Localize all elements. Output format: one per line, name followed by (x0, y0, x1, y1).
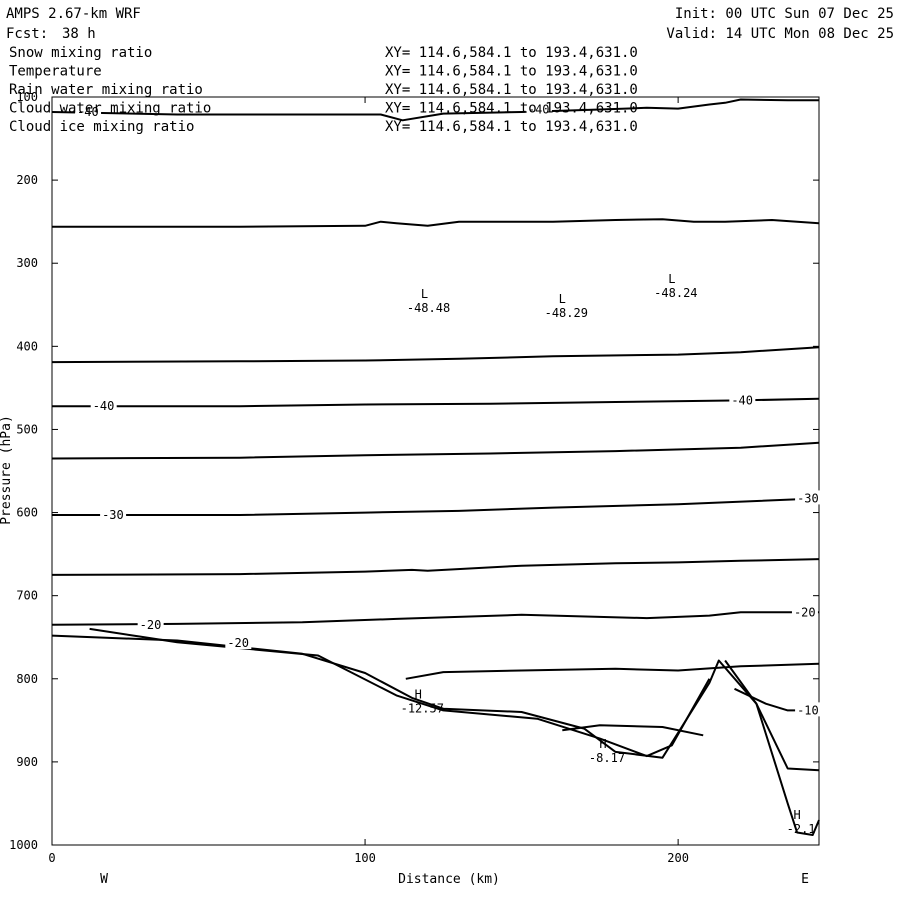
temperature-contour (405, 662, 820, 680)
extremum-value: -48.24 (654, 286, 697, 300)
contour-label-bg (795, 702, 822, 717)
y-tick-label: 700 (16, 589, 38, 603)
contour-label: -20 (140, 618, 162, 632)
contour-label: -20 (227, 636, 249, 650)
temperature-contour (51, 611, 819, 626)
forecast-label: Fcst: (6, 26, 48, 42)
field-legend: Snow mixing ratio XY= 114.6,584.1 to 193.… (9, 45, 638, 135)
field-name: Rain water mixing ratio (9, 82, 203, 98)
field-xy-range: XY= 114.6,584.1 to 193.4,631.0 (385, 101, 638, 117)
field-xy-range: XY= 114.6,584.1 to 193.4,631.0 (385, 82, 638, 98)
contour-label: -40 (528, 102, 550, 116)
contour-label-bg (729, 392, 756, 407)
y-tick-label: 600 (16, 506, 38, 520)
contour-label: -30 (102, 508, 124, 522)
y-tick-label: 100 (16, 90, 38, 104)
x-tick-label: 200 (667, 851, 689, 865)
model-title: AMPS 2.67-km WRF (6, 6, 141, 22)
extremum-value: -8.17 (589, 751, 625, 765)
y-axis-title: Pressure (hPa) (0, 415, 14, 525)
contour-lines (51, 98, 820, 836)
x-tick-label: 0 (48, 851, 55, 865)
extremum-letter: H (415, 688, 422, 702)
temperature-contour (724, 659, 820, 836)
y-tick-label: 400 (16, 339, 38, 353)
forecast-value: 38 h (62, 26, 96, 42)
valid-time: Valid: 14 UTC Mon 08 Dec 25 (666, 26, 894, 42)
temperature-contour (52, 218, 820, 228)
contour-label-bg (100, 507, 127, 522)
extremum-letter: L (668, 272, 675, 286)
field-name: Snow mixing ratio (9, 45, 152, 61)
field-name: Temperature (9, 64, 102, 80)
contour-label: -40 (77, 105, 99, 119)
contour-label: -40 (93, 399, 115, 413)
y-tick-label: 200 (16, 173, 38, 187)
contour-label-bg (225, 635, 252, 650)
y-tick-label: 500 (16, 422, 38, 436)
temperature-contour (562, 724, 704, 737)
extremum-letter: H (599, 737, 606, 751)
contour-label-bg (791, 604, 818, 619)
temperature-contour (51, 558, 820, 576)
contour-label: -40 (731, 393, 753, 407)
y-tick-label: 800 (16, 672, 38, 686)
contour-label-bg (137, 616, 164, 631)
x-tick-label: 100 (354, 851, 376, 865)
extremum-letter: H (793, 808, 800, 822)
field-xy-range: XY= 114.6,584.1 to 193.4,631.0 (385, 45, 638, 61)
contour-label: -10 (797, 703, 819, 717)
contour-label-bg (795, 490, 822, 505)
west-label: W (100, 872, 108, 887)
y-tick-label: 300 (16, 256, 38, 270)
temperature-contour (52, 397, 820, 408)
field-xy-range: XY= 114.6,584.1 to 193.4,631.0 (385, 64, 638, 80)
temperature-contour (51, 346, 820, 364)
y-tick-label: 900 (16, 755, 38, 769)
temperature-contour (51, 98, 819, 122)
y-tick-label: 1000 (9, 838, 38, 852)
extremum-value: -48.48 (407, 301, 450, 315)
temperature-contour (51, 634, 820, 772)
extremum-letter: L (559, 292, 566, 306)
contour-label: -30 (797, 491, 819, 505)
init-time: Init: 00 UTC Sun 07 Dec 25 (675, 6, 894, 22)
field-name: Cloud water mixing ratio (9, 101, 211, 117)
contour-labels: -40 -40 -40 -40 -30 -30 -20 -20 -20 -10 (75, 101, 822, 717)
contour-label-bg (525, 101, 552, 116)
east-label: E (801, 872, 809, 887)
temperature-contour (89, 627, 711, 758)
axes-group: 100 200 300 400 500 600 700 800 900 1000 0 100 200 (9, 90, 819, 865)
contour-label-bg (90, 398, 117, 413)
contour-label-bg (75, 103, 102, 118)
extrema-annotations: L-48.48L-48.29L-48.24H-12.57H-8.17H-2.1 (401, 272, 816, 836)
temperature-contour (51, 441, 820, 460)
field-xy-range: XY= 114.6,584.1 to 193.4,631.0 (385, 119, 638, 135)
extremum-value: -48.29 (545, 306, 588, 320)
extremum-letter: L (421, 287, 428, 301)
x-axis-title: Distance (km) (398, 872, 500, 887)
field-name: Cloud ice mixing ratio (9, 119, 194, 135)
extremum-value: -12.57 (401, 702, 444, 716)
contour-label: -20 (794, 605, 816, 619)
plot-frame (51, 96, 820, 846)
temperature-contour (52, 497, 820, 516)
extremum-value: -2.1 (787, 822, 816, 836)
